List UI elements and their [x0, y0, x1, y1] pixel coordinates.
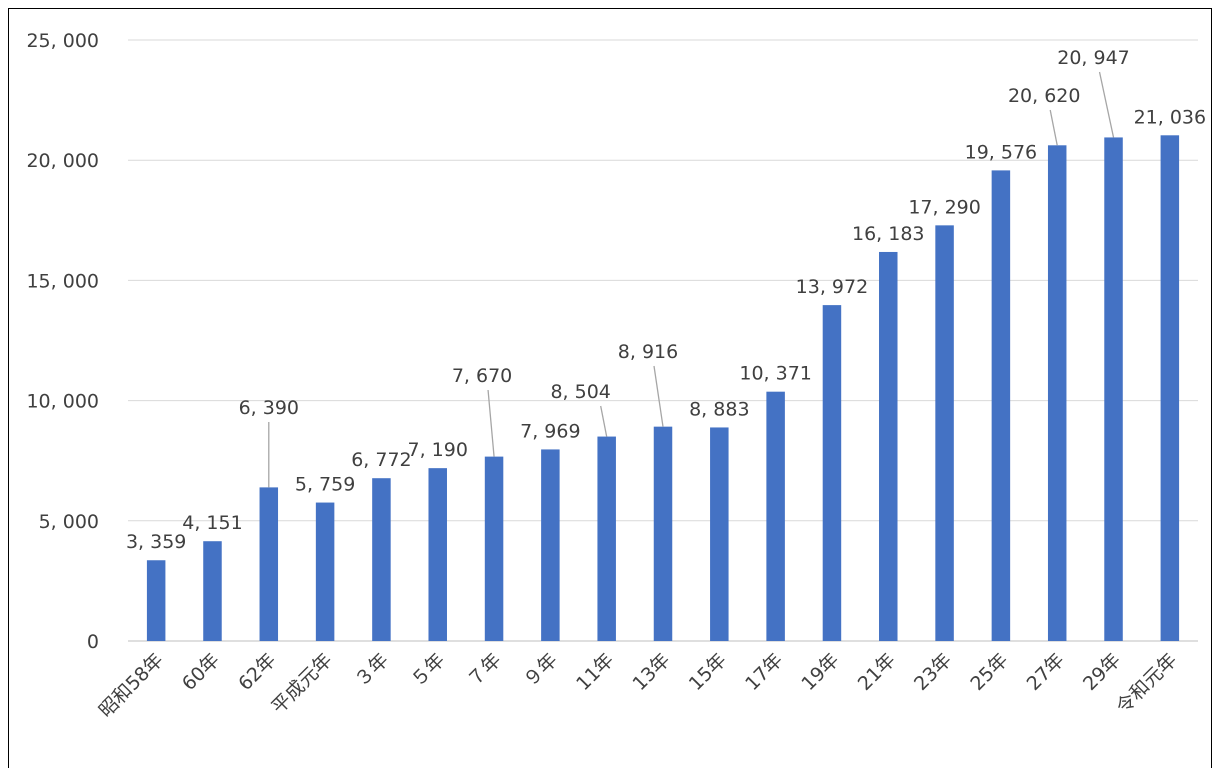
data-label: 6, 390 [239, 397, 299, 419]
data-label: 10, 371 [739, 363, 812, 385]
leader-line [487, 389, 495, 457]
bar [879, 251, 898, 641]
x-category-label: 29年 [1079, 649, 1125, 695]
leader-line [1098, 71, 1115, 138]
chart-frame [8, 8, 1212, 768]
x-category-label: ３年 [351, 649, 393, 691]
leader-line [653, 365, 664, 427]
data-label: 20, 947 [1057, 47, 1130, 69]
bar [991, 170, 1011, 642]
y-tick-label: 0 [87, 631, 99, 653]
bar [1160, 135, 1180, 641]
x-category-label: 11年 [572, 649, 618, 695]
bars [146, 135, 1180, 642]
x-category-label: 令和元年 [1112, 649, 1181, 718]
x-category-label: ７年 [463, 649, 505, 691]
bar [822, 305, 842, 641]
data-label: 19, 576 [965, 141, 1038, 163]
x-category-label: 60年 [178, 649, 224, 695]
x-category-label: 23年 [910, 649, 956, 695]
bar [710, 427, 729, 641]
bar [541, 449, 560, 641]
bar [1104, 137, 1123, 641]
bar [315, 502, 335, 641]
x-category-label: 昭和58年 [95, 649, 168, 722]
y-tick-label: 25, 000 [26, 30, 99, 52]
data-label: 8, 883 [689, 398, 749, 420]
bar [372, 478, 391, 641]
x-category-label: 62年 [234, 649, 280, 695]
bar [203, 541, 222, 641]
data-label: 7, 190 [408, 439, 468, 461]
y-tick-labels: 0 5, 000 10, 000 15, 000 20, 000 25, 000 [26, 30, 99, 653]
data-label: 17, 290 [908, 196, 981, 218]
leader-line [600, 405, 608, 437]
x-category-label: 27年 [1023, 649, 1069, 695]
bar [766, 391, 785, 641]
y-tick-label: 15, 000 [26, 270, 99, 292]
data-label: 5, 759 [295, 474, 355, 496]
x-category-label: 19年 [797, 649, 843, 695]
data-label: 7, 670 [452, 365, 512, 387]
x-category-label: 17年 [741, 649, 787, 695]
x-category-label: 13年 [628, 649, 674, 695]
y-tick-label: 20, 000 [26, 150, 99, 172]
bar [653, 426, 673, 641]
y-tick-label: 10, 000 [26, 391, 99, 413]
data-label: 21, 036 [1134, 106, 1207, 128]
x-category-label: ９年 [519, 649, 561, 691]
x-category-label: 21年 [854, 649, 900, 695]
x-category-label: 平成元年 [267, 649, 336, 718]
bar [1047, 145, 1067, 641]
bar [597, 436, 616, 641]
x-category-label: 25年 [966, 649, 1012, 695]
data-label: 16, 183 [852, 223, 925, 245]
x-category-label: ５年 [407, 649, 449, 691]
bar [259, 487, 279, 641]
bar [146, 560, 166, 641]
leader-lines [268, 71, 1115, 488]
data-label: 8, 504 [550, 381, 610, 403]
leader-line [1049, 109, 1058, 146]
data-label: 13, 972 [796, 276, 869, 298]
data-label: 20, 620 [1008, 85, 1081, 107]
data-label: 3, 359 [126, 531, 186, 553]
data-label: 4, 151 [182, 512, 242, 534]
x-category-label: 15年 [685, 649, 731, 695]
y-tick-label: 5, 000 [39, 511, 99, 533]
bar [428, 468, 447, 641]
data-label: 8, 916 [618, 341, 678, 363]
data-label: 6, 772 [351, 449, 411, 471]
data-label: 7, 969 [520, 420, 580, 442]
bar [484, 456, 504, 641]
bar [935, 225, 954, 642]
